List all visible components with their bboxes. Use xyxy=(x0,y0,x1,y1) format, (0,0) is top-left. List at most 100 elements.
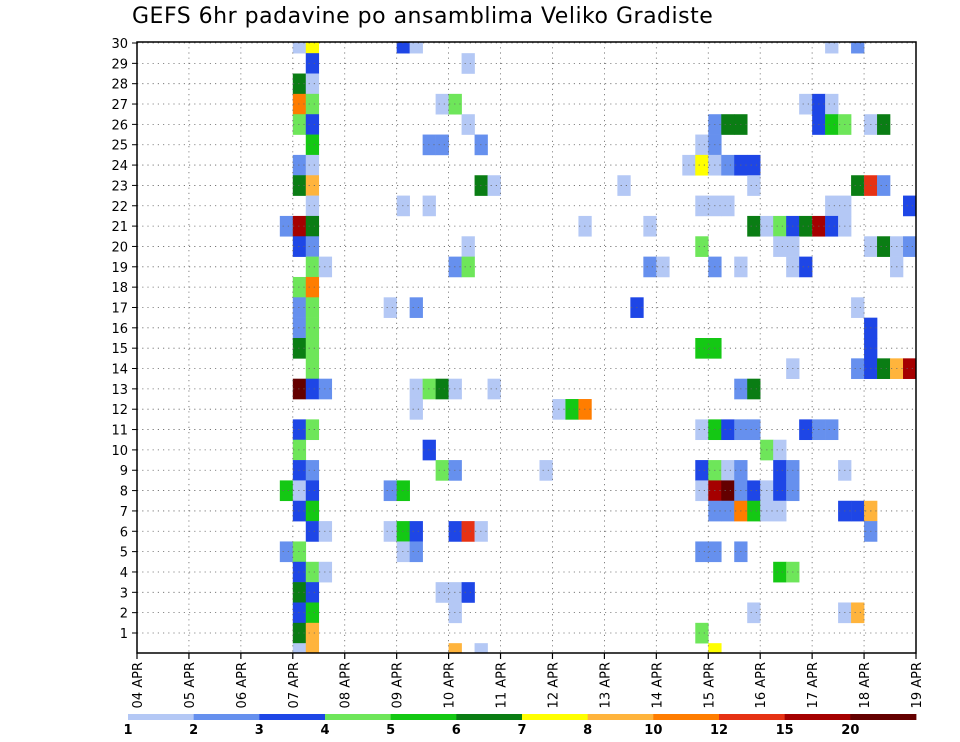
legend-label: 6 xyxy=(452,723,461,738)
heatmap-cell xyxy=(773,439,787,461)
y-tick-label: 11 xyxy=(111,424,128,439)
heatmap-cell xyxy=(292,297,307,318)
heatmap-cell xyxy=(474,643,488,654)
y-tick-label: 16 xyxy=(111,322,128,337)
heatmap-cell xyxy=(695,419,709,441)
legend-swatch xyxy=(719,714,786,720)
legend-swatch xyxy=(193,714,260,720)
x-tick-label: 12 APR xyxy=(546,662,561,708)
y-tick-label: 12 xyxy=(111,403,128,418)
heatmap-cell xyxy=(318,561,333,583)
heatmap-cell xyxy=(695,195,709,217)
heatmap-cell xyxy=(825,42,839,54)
heatmap-cell xyxy=(318,521,333,542)
heatmap-cell xyxy=(435,460,449,481)
x-tick-label: 18 APR xyxy=(858,662,873,708)
heatmap-cell xyxy=(305,582,320,603)
y-tick-label: 2 xyxy=(120,607,128,622)
heatmap-cell xyxy=(695,236,709,257)
heatmap-cell xyxy=(721,419,735,441)
y-tick-label: 8 xyxy=(120,485,128,500)
heatmap-cell xyxy=(292,73,307,95)
heatmap-cell xyxy=(721,114,735,135)
heatmap-cell xyxy=(305,134,320,156)
heatmap-cell xyxy=(877,236,891,257)
y-tick-label: 3 xyxy=(120,586,128,601)
heatmap-cell xyxy=(617,175,631,196)
heatmap-cell xyxy=(305,358,320,379)
grid-lines xyxy=(137,42,916,653)
legend-label: 8 xyxy=(583,723,592,738)
heatmap-cell xyxy=(292,236,307,257)
y-axis: 1234567891011121314151617181920212223242… xyxy=(111,37,137,642)
y-tick-label: 17 xyxy=(111,301,128,316)
heatmap-cell xyxy=(279,480,294,502)
legend-label: 7 xyxy=(517,723,526,738)
heatmap-cell xyxy=(318,256,333,278)
heatmap-cell xyxy=(695,460,709,481)
heatmap-cell xyxy=(305,521,320,542)
heatmap-cell xyxy=(305,42,320,54)
plot-frame xyxy=(136,41,917,654)
heatmap-cell xyxy=(305,419,320,441)
heatmap-cell xyxy=(825,419,839,441)
heatmap-cell xyxy=(292,378,307,400)
heatmap-cell xyxy=(305,53,320,74)
legend-label: 15 xyxy=(776,723,794,738)
heatmap-cell xyxy=(773,480,787,502)
heatmap-cell xyxy=(305,215,320,237)
y-tick-label: 18 xyxy=(111,281,128,296)
heatmap-cell xyxy=(851,297,865,318)
heatmap-cell xyxy=(747,175,761,196)
heatmap-cell xyxy=(279,541,294,563)
heatmap-cell xyxy=(721,480,735,502)
heatmap-cell xyxy=(305,154,320,176)
y-tick-label: 29 xyxy=(111,57,128,72)
heatmap-cell xyxy=(721,460,735,481)
heatmap-cell xyxy=(708,643,722,654)
heatmap-cell xyxy=(409,297,423,318)
x-axis: 04 APR 05 APR 06 APR 07 APR 08 APR 09 APR 10 A… xyxy=(131,653,925,708)
heatmap-cell xyxy=(305,480,320,502)
y-tick-label: 28 xyxy=(111,78,128,93)
heatmap-cell xyxy=(305,500,320,522)
heatmap-cell xyxy=(292,276,307,298)
heatmap-cell xyxy=(695,338,709,359)
y-tick-label: 20 xyxy=(111,240,128,255)
heatmap-cell xyxy=(695,154,709,176)
heatmap-cell xyxy=(292,602,307,624)
heatmap-cell xyxy=(695,622,709,644)
heatmap-cell xyxy=(305,195,320,217)
heatmap-cell xyxy=(292,154,307,176)
heatmap-cell xyxy=(721,500,735,522)
legend-label: 4 xyxy=(320,723,329,738)
heatmap-cell xyxy=(851,42,865,54)
heatmap-cell xyxy=(292,561,307,583)
heatmap-cell xyxy=(396,42,410,54)
heatmap-cell xyxy=(747,378,761,400)
heatmap-cell xyxy=(305,93,320,115)
x-tick-label: 13 APR xyxy=(598,662,613,708)
heatmap-cell xyxy=(773,460,787,481)
heatmap-cell xyxy=(409,378,423,400)
heatmap-cell xyxy=(851,358,865,379)
y-tick-label: 14 xyxy=(111,363,128,378)
heatmap-cell xyxy=(799,215,813,237)
heatmap-cell xyxy=(747,154,761,176)
heatmap-cell xyxy=(292,93,307,115)
y-tick-label: 10 xyxy=(111,444,128,459)
x-tick-label: 16 APR xyxy=(754,662,769,708)
x-tick-label: 11 APR xyxy=(495,662,510,708)
legend-swatch xyxy=(325,714,392,720)
y-tick-label: 7 xyxy=(120,505,128,520)
heatmap-cell xyxy=(292,317,307,339)
heatmap-cell xyxy=(903,358,917,379)
heatmap-cell xyxy=(292,419,307,441)
legend-swatch xyxy=(456,714,523,720)
heatmap-cell xyxy=(292,215,307,237)
legend-swatch xyxy=(259,714,326,720)
heatmap-cell xyxy=(461,256,475,278)
heatmap-cell xyxy=(903,236,917,257)
x-tick-label: 06 APR xyxy=(235,662,250,708)
heatmap-cell xyxy=(305,643,320,654)
